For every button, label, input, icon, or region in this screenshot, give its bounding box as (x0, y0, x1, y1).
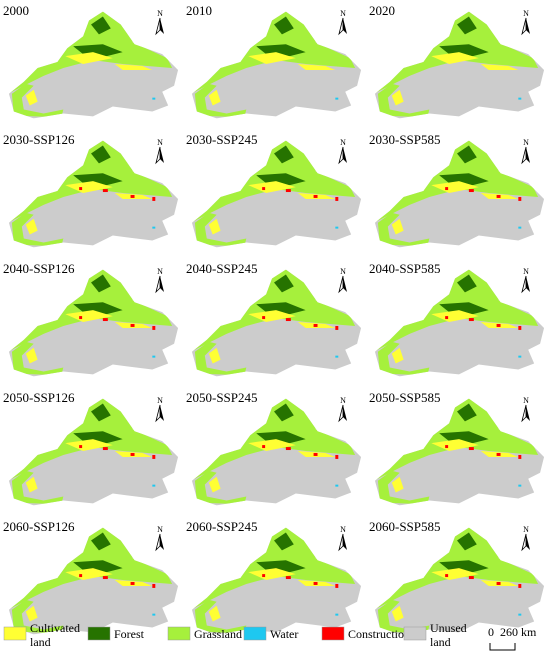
map (370, 265, 548, 384)
map-panel: 2040-SSP126 N (3, 261, 182, 383)
scale-zero: 0 (488, 625, 494, 639)
map-panel: 2060-SSP245 N (186, 519, 365, 641)
legend-swatch (87, 626, 111, 641)
map (370, 394, 548, 513)
north-label: N (157, 9, 163, 18)
panel-label: 2050-SSP245 (186, 390, 258, 405)
map-panel: 2000 N (3, 3, 182, 125)
north-label: N (340, 525, 346, 534)
north-arrow (338, 275, 348, 293)
legend-label: land (430, 635, 451, 649)
panel-label: 2060-SSP126 (3, 519, 75, 534)
legend-label: Construction (348, 627, 410, 641)
map-panel: 2050-SSP585 N (369, 390, 548, 512)
north-label: N (157, 138, 163, 147)
map-panel: 2030-SSP245 N (186, 132, 365, 254)
north-label: N (157, 267, 163, 276)
map-panel: 2050-SSP126 N (3, 390, 182, 512)
north-label: N (523, 9, 529, 18)
north-label: N (157, 396, 163, 405)
map-panel: 2030-SSP126 N (3, 132, 182, 254)
north-label: N (523, 267, 529, 276)
north-arrow (155, 17, 165, 35)
legend-swatch (167, 626, 191, 641)
panel-label: 2030-SSP245 (186, 132, 258, 147)
panel-label: 2030-SSP126 (3, 132, 75, 147)
map-panel: 2040-SSP245 N (186, 261, 365, 383)
map (187, 7, 365, 126)
map-panel: 2010 N (186, 3, 365, 125)
panel-label: 2040-SSP126 (3, 261, 75, 276)
north-label: N (340, 396, 346, 405)
panel-label: 2050-SSP585 (369, 390, 441, 405)
map-panel: 2060-SSP585 N (369, 519, 548, 641)
legend-label: Forest (114, 627, 145, 641)
legend-label: Grassland (194, 627, 242, 641)
map-panel: 2020 N (369, 3, 548, 125)
scale-distance: 260 km (500, 625, 537, 639)
north-arrow (338, 17, 348, 35)
panel-label: 2040-SSP245 (186, 261, 258, 276)
north-arrow (155, 404, 165, 422)
north-arrow (521, 533, 531, 551)
north-arrow (155, 146, 165, 164)
north-label: N (340, 138, 346, 147)
panel-label: 2030-SSP585 (369, 132, 441, 147)
north-arrow (155, 533, 165, 551)
panel-label: 2060-SSP245 (186, 519, 258, 534)
north-label: N (523, 525, 529, 534)
legend-swatch (321, 626, 345, 641)
legend-swatch (243, 626, 267, 641)
map (4, 7, 182, 126)
panel-label: 2060-SSP585 (369, 519, 441, 534)
north-arrow (338, 146, 348, 164)
map (4, 136, 182, 255)
north-label: N (340, 267, 346, 276)
map (4, 394, 182, 513)
legend-label: Cultivated (30, 621, 80, 635)
north-arrow (155, 275, 165, 293)
north-arrow (521, 146, 531, 164)
north-arrow (521, 17, 531, 35)
north-label: N (523, 396, 529, 405)
north-label: N (157, 525, 163, 534)
north-arrow (521, 404, 531, 422)
map-panel: 2030-SSP585 N (369, 132, 548, 254)
map (187, 394, 365, 513)
scale-bar: 0 260 km (488, 625, 537, 651)
legend-swatch (3, 626, 27, 641)
legend-label: Unused (430, 621, 467, 635)
map (4, 265, 182, 384)
legend-label: Water (270, 627, 298, 641)
north-arrow (338, 533, 348, 551)
north-label: N (340, 9, 346, 18)
panel-label: 2040-SSP585 (369, 261, 441, 276)
panel-label: 2020 (369, 3, 395, 18)
map (187, 136, 365, 255)
map (370, 7, 548, 126)
map (370, 136, 548, 255)
legend-swatch (403, 626, 427, 641)
panel-label: 2010 (186, 3, 212, 18)
map (187, 265, 365, 384)
map-panel: 2050-SSP245 N (186, 390, 365, 512)
north-arrow (338, 404, 348, 422)
legend-label: land (30, 635, 51, 649)
map-panel: 2060-SSP126 N (3, 519, 182, 641)
map (187, 523, 365, 642)
scale-line (489, 643, 516, 651)
north-arrow (521, 275, 531, 293)
panel-label: 2000 (3, 3, 29, 18)
north-label: N (523, 138, 529, 147)
map-panel: 2040-SSP585 N (369, 261, 548, 383)
panel-label: 2050-SSP126 (3, 390, 75, 405)
